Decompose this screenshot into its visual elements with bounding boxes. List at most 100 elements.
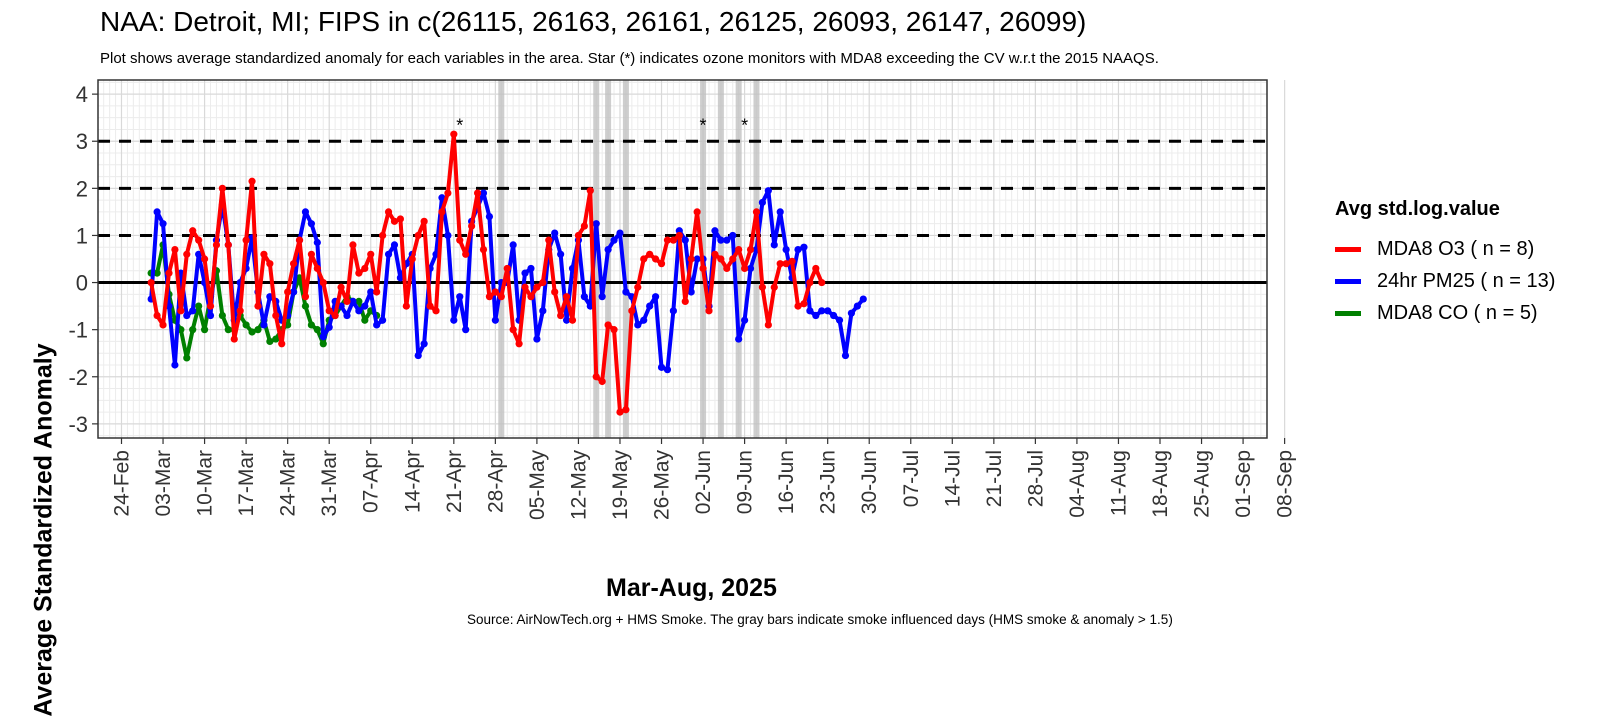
- series-point: [562, 316, 571, 324]
- series-point: [764, 187, 772, 195]
- series-point: [367, 288, 375, 296]
- series-point: [479, 189, 488, 197]
- series-point: [408, 255, 416, 263]
- series-point: [723, 236, 731, 244]
- exceedance-star: *: [741, 115, 748, 135]
- series-point: [301, 302, 310, 310]
- series-point: [319, 333, 327, 341]
- smoke-bar: [593, 80, 600, 438]
- series-point: [200, 255, 209, 263]
- series-point: [272, 335, 280, 343]
- series-point: [189, 307, 197, 315]
- series-point: [272, 311, 280, 320]
- exceedance-star: *: [700, 115, 707, 135]
- series-point: [592, 373, 600, 381]
- x-tick-label: 12-May: [567, 450, 590, 521]
- series-point: [355, 297, 363, 305]
- y-tick-label: 2: [76, 176, 88, 201]
- series-point: [153, 269, 161, 277]
- x-tick-label: 07-Apr: [360, 450, 383, 513]
- series-point: [551, 288, 559, 296]
- series-point: [723, 264, 731, 273]
- x-tick-label: 24-Feb: [111, 450, 134, 517]
- series-point: [640, 316, 648, 324]
- x-tick-label: 08-Sep: [1274, 450, 1297, 518]
- series-point: [278, 340, 286, 348]
- x-tick-label: 26-May: [651, 450, 674, 521]
- series-point: [533, 335, 541, 343]
- series-point: [301, 293, 310, 301]
- series-point: [859, 295, 867, 303]
- series-point: [681, 236, 689, 244]
- smoke-bar: [753, 80, 760, 438]
- series-point: [693, 208, 701, 216]
- series-point: [284, 288, 292, 296]
- y-tick-label: 0: [76, 271, 88, 296]
- series-point: [776, 260, 784, 268]
- series-point: [218, 311, 226, 320]
- series-point: [396, 274, 405, 282]
- series-point: [491, 316, 499, 324]
- y-tick-label: 1: [76, 223, 88, 248]
- series-point: [610, 326, 618, 334]
- series-point: [212, 241, 221, 249]
- series-point: [355, 307, 363, 315]
- series-point: [521, 283, 529, 291]
- series-point: [147, 278, 155, 287]
- series-point: [153, 311, 161, 320]
- series-point: [681, 297, 689, 305]
- series-point: [159, 220, 167, 228]
- series-point: [646, 250, 654, 258]
- legend: Avg std.log.value MDA8 O3 ( n = 8) 24hr …: [1335, 198, 1555, 329]
- series-point: [717, 255, 725, 263]
- series-point: [266, 337, 274, 346]
- series-point: [242, 321, 250, 329]
- series-point: [651, 255, 660, 263]
- series-point: [432, 307, 440, 315]
- series-point: [248, 177, 256, 185]
- series-point: [830, 311, 838, 320]
- series-point: [468, 222, 476, 230]
- series-point: [165, 269, 173, 277]
- series-point: [450, 130, 458, 138]
- series-point: [503, 264, 511, 273]
- series-point: [770, 241, 778, 249]
- series-point: [580, 222, 588, 230]
- series-point: [758, 283, 767, 291]
- series-point: [200, 326, 209, 334]
- series-point: [497, 293, 505, 301]
- series-point: [325, 323, 333, 331]
- series-point: [527, 293, 535, 301]
- y-axis-title: Average Standardized Anomaly: [29, 343, 58, 717]
- series-point: [337, 283, 345, 291]
- series-point: [557, 311, 565, 320]
- series-point: [634, 283, 642, 291]
- series-point: [491, 288, 499, 296]
- series-line: [149, 132, 824, 415]
- series-point: [669, 307, 677, 315]
- x-tick-label: 05-May: [526, 450, 549, 521]
- series-point: [379, 316, 387, 324]
- series-point: [509, 326, 517, 334]
- series-point: [509, 241, 517, 249]
- x-tick-label: 28-Jul: [1024, 450, 1047, 507]
- series-point: [818, 278, 826, 287]
- series-point: [616, 408, 624, 416]
- x-tick-label: 31-Mar: [318, 450, 341, 517]
- x-tick-label: 03-Mar: [152, 450, 175, 517]
- legend-item-o3: MDA8 O3 ( n = 8): [1335, 233, 1555, 265]
- series-point: [295, 236, 304, 244]
- series-point: [307, 250, 315, 258]
- series-point: [420, 217, 428, 225]
- exceedance-star: *: [456, 115, 463, 135]
- series-point: [853, 302, 861, 310]
- series-point: [289, 288, 298, 296]
- series-point: [266, 260, 274, 268]
- series-point: [230, 335, 238, 343]
- series-point: [527, 264, 535, 273]
- series-point: [521, 269, 529, 277]
- series-point: [195, 302, 203, 310]
- series-point: [835, 316, 844, 324]
- series-point: [313, 326, 321, 334]
- series-point: [693, 255, 701, 263]
